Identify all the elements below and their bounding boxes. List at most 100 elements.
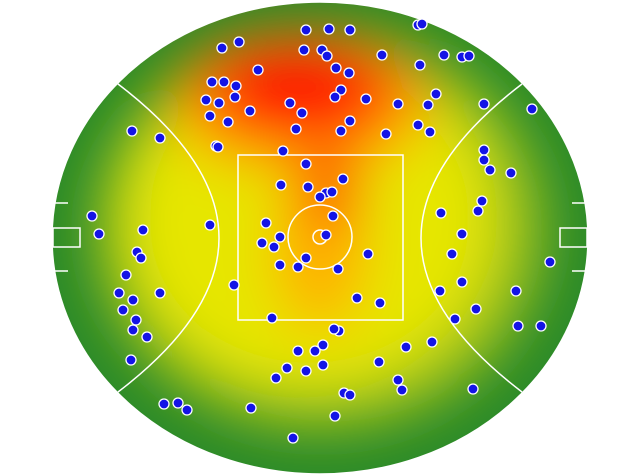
point xyxy=(362,248,374,260)
point xyxy=(330,62,342,74)
point xyxy=(317,359,329,371)
point xyxy=(135,252,147,264)
point xyxy=(302,181,314,193)
point xyxy=(344,115,356,127)
point xyxy=(426,336,438,348)
point xyxy=(323,23,335,35)
point xyxy=(137,224,149,236)
point xyxy=(335,84,347,96)
point xyxy=(456,228,468,240)
point xyxy=(113,287,125,299)
point xyxy=(446,248,458,260)
point xyxy=(430,88,442,100)
point xyxy=(424,126,436,138)
point xyxy=(218,76,230,88)
point xyxy=(252,64,264,76)
point xyxy=(512,320,524,332)
point xyxy=(314,191,326,203)
point xyxy=(321,50,333,62)
point xyxy=(244,105,256,117)
point xyxy=(344,389,356,401)
point xyxy=(181,404,193,416)
point xyxy=(127,294,139,306)
point xyxy=(478,98,490,110)
point xyxy=(277,145,289,157)
point xyxy=(256,237,268,249)
point xyxy=(337,173,349,185)
point xyxy=(392,374,404,386)
point xyxy=(467,383,479,395)
point xyxy=(329,410,341,422)
point xyxy=(470,303,482,315)
point xyxy=(476,195,488,207)
point xyxy=(126,125,138,137)
point xyxy=(284,97,296,109)
point xyxy=(328,323,340,335)
point xyxy=(329,91,341,103)
point xyxy=(300,252,312,264)
point xyxy=(463,50,475,62)
point xyxy=(266,312,278,324)
point xyxy=(275,179,287,191)
point xyxy=(290,123,302,135)
point xyxy=(360,93,372,105)
point xyxy=(374,297,386,309)
point xyxy=(158,398,170,410)
point xyxy=(281,362,293,374)
point xyxy=(392,98,404,110)
heatmap xyxy=(52,2,588,474)
point xyxy=(292,345,304,357)
point xyxy=(326,186,338,198)
point xyxy=(526,103,538,115)
point xyxy=(222,116,234,128)
field-lines xyxy=(51,1,589,475)
point xyxy=(245,402,257,414)
point xyxy=(422,99,434,111)
point xyxy=(400,341,412,353)
point xyxy=(510,285,522,297)
point xyxy=(154,287,166,299)
point xyxy=(274,259,286,271)
point xyxy=(274,231,286,243)
point xyxy=(344,24,356,36)
point xyxy=(154,132,166,144)
point xyxy=(343,67,355,79)
point xyxy=(478,154,490,166)
point xyxy=(434,285,446,297)
point xyxy=(212,141,224,153)
point xyxy=(435,207,447,219)
point xyxy=(438,49,450,61)
point xyxy=(449,313,461,325)
point xyxy=(396,384,408,396)
point xyxy=(412,119,424,131)
point xyxy=(416,18,428,30)
point xyxy=(206,76,218,88)
point xyxy=(309,345,321,357)
point xyxy=(230,80,242,92)
point xyxy=(93,228,105,240)
point xyxy=(130,314,142,326)
point xyxy=(216,42,228,54)
point xyxy=(172,397,184,409)
point xyxy=(505,167,517,179)
point xyxy=(141,331,153,343)
point xyxy=(332,263,344,275)
point xyxy=(456,276,468,288)
point xyxy=(351,292,363,304)
point xyxy=(229,91,241,103)
point xyxy=(472,205,484,217)
point xyxy=(300,24,312,36)
point xyxy=(335,125,347,137)
point xyxy=(204,110,216,122)
point xyxy=(373,356,385,368)
point xyxy=(127,324,139,336)
point xyxy=(233,36,245,48)
point xyxy=(125,354,137,366)
point xyxy=(535,320,547,332)
point xyxy=(484,164,496,176)
point xyxy=(268,241,280,253)
point xyxy=(380,128,392,140)
point xyxy=(544,256,556,268)
point xyxy=(317,339,329,351)
point xyxy=(213,97,225,109)
